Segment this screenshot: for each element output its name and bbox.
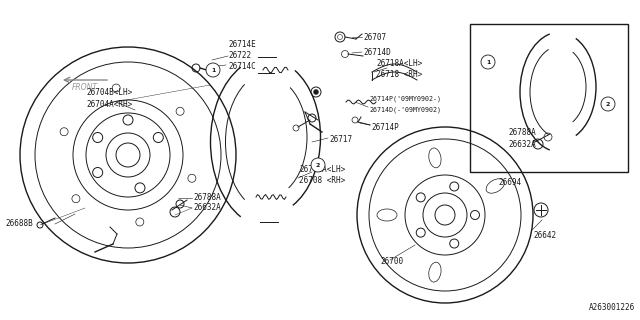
Text: 26714D(-'09MY0902): 26714D(-'09MY0902): [369, 107, 441, 113]
Text: 26714C: 26714C: [228, 61, 256, 70]
Text: 26708 <RH>: 26708 <RH>: [299, 175, 345, 185]
Text: 26788A: 26788A: [508, 127, 536, 137]
Circle shape: [481, 55, 495, 69]
Text: 26632A: 26632A: [193, 204, 221, 212]
Text: 26714P: 26714P: [371, 123, 399, 132]
Text: 2: 2: [606, 101, 610, 107]
Text: 1: 1: [486, 60, 490, 65]
Text: 26700: 26700: [380, 258, 403, 267]
Text: 26714D: 26714D: [363, 47, 391, 57]
Text: 26718 <RH>: 26718 <RH>: [376, 69, 422, 78]
Text: 26688B: 26688B: [5, 220, 33, 228]
Circle shape: [311, 158, 325, 172]
Text: FRONT: FRONT: [72, 83, 98, 92]
Text: A263001226: A263001226: [589, 303, 635, 312]
Circle shape: [601, 97, 615, 111]
Text: 26694: 26694: [498, 178, 521, 187]
Bar: [470, 24, 628, 172]
Circle shape: [206, 63, 220, 77]
Text: 26717: 26717: [329, 134, 352, 143]
Circle shape: [314, 90, 319, 94]
Text: 1: 1: [211, 68, 215, 73]
Text: 26718A<LH>: 26718A<LH>: [376, 59, 422, 68]
Text: 26714P('09MY0902-): 26714P('09MY0902-): [369, 96, 441, 102]
Text: 26722: 26722: [228, 51, 251, 60]
Text: 26788A: 26788A: [193, 193, 221, 202]
Text: 26704B<LH>: 26704B<LH>: [86, 87, 132, 97]
Text: 26704A<RH>: 26704A<RH>: [86, 100, 132, 108]
Text: 26642: 26642: [533, 230, 556, 239]
Text: 2: 2: [316, 163, 320, 167]
Text: 26707: 26707: [363, 33, 386, 42]
Text: 26632A: 26632A: [508, 140, 536, 148]
Text: 26714E: 26714E: [228, 39, 256, 49]
Text: 26708A<LH>: 26708A<LH>: [299, 164, 345, 173]
